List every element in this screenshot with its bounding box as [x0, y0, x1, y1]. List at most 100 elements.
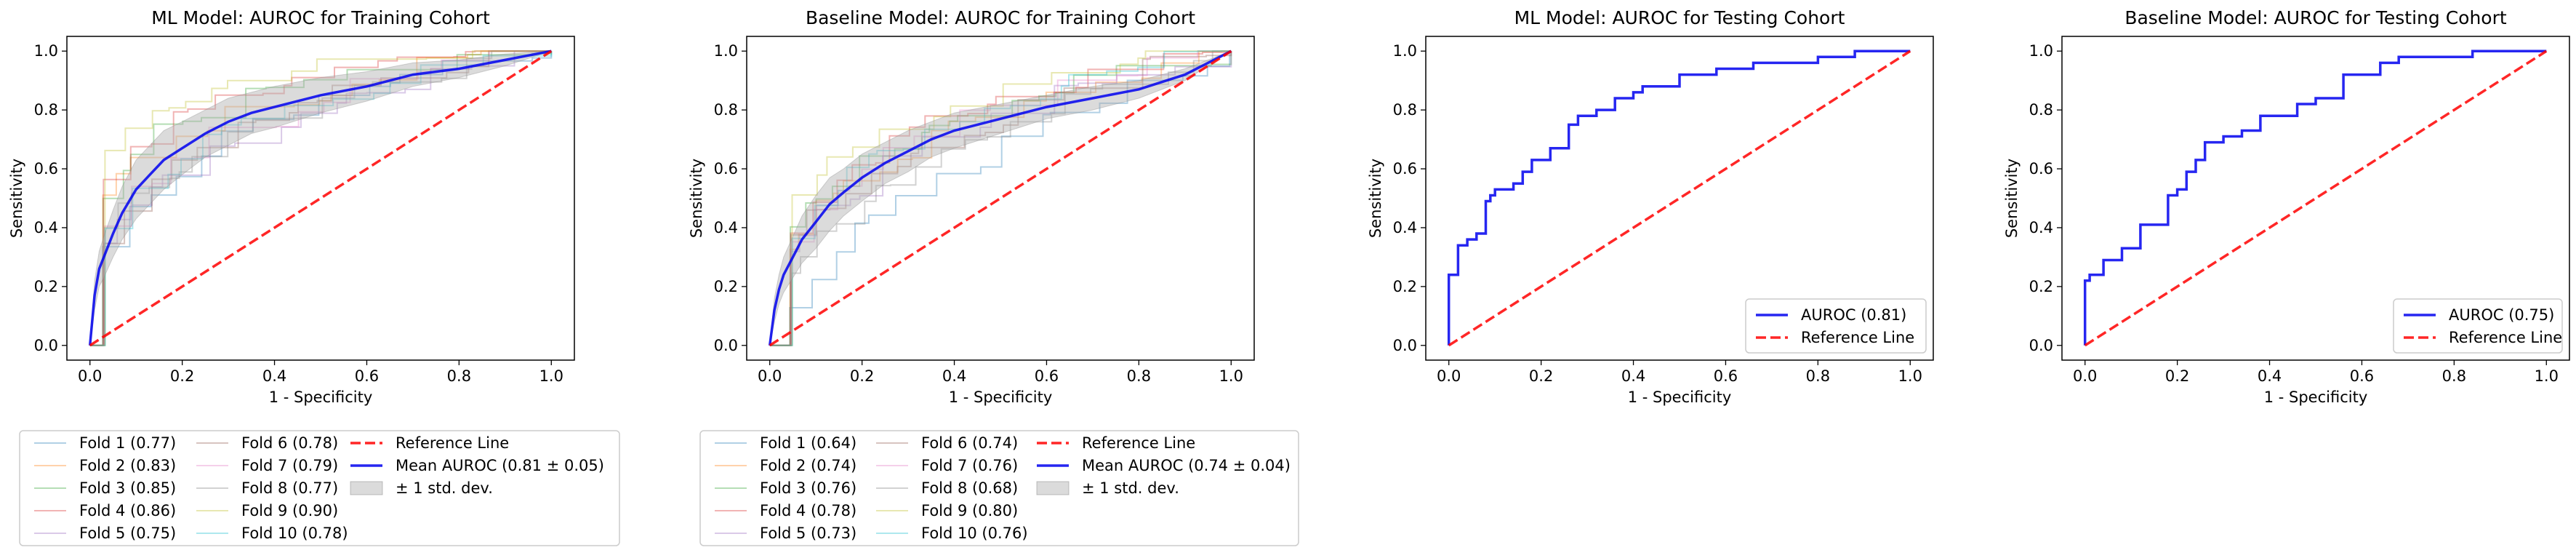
y-tick-label: 0.2 — [1393, 278, 1417, 295]
y-tick-label: 0.0 — [1393, 337, 1417, 354]
legend-fold-6-label: Fold 6 (0.78) — [241, 434, 338, 452]
reference-line — [89, 49, 553, 347]
x-tick-label: 0.2 — [850, 367, 874, 385]
x-tick-label: 0.6 — [355, 367, 379, 385]
legend-std-dev-label: ± 1 std. dev. — [396, 479, 493, 497]
axes-frame — [66, 36, 575, 361]
legend-frame — [2393, 298, 2563, 354]
reference-line — [1448, 49, 1911, 347]
legend: Fold 1 (0.77) Fold 2 (0.83) Fold 3 (0.85) F… — [19, 430, 620, 546]
legend-frame — [699, 430, 1299, 546]
fold-5-roc-curve — [89, 50, 552, 346]
x-axis-label: 1 - Specificity — [949, 388, 1053, 406]
y-tick-label: 0.8 — [34, 101, 58, 119]
legend-std-dev-swatch — [1036, 481, 1070, 495]
legend-frame — [1745, 298, 1927, 354]
x-tick-label: 0.4 — [1621, 367, 1645, 385]
legend-fold-1-label: Fold 1 (0.77) — [79, 434, 176, 452]
x-tick-label: 0.2 — [170, 367, 194, 385]
axes-frame — [746, 36, 1255, 361]
legend-fold-4-label: Fold 4 (0.86) — [79, 502, 176, 519]
legend-fold-3-label: Fold 3 (0.85) — [79, 479, 176, 497]
y-tick-label: 0.4 — [2029, 219, 2053, 236]
y-tick-label: 0.8 — [714, 101, 738, 119]
y-axis-label: Sensitivity — [1367, 159, 1384, 238]
y-tick-label: 0.6 — [34, 160, 58, 178]
x-tick-label: 0.8 — [2442, 367, 2466, 385]
legend-fold-8-label: Fold 8 (0.77) — [241, 479, 338, 497]
x-tick-label: 1.0 — [539, 367, 563, 385]
mean-roc-curve — [88, 49, 552, 346]
x-tick-label: 1.0 — [1898, 367, 1922, 385]
plot-area — [88, 49, 553, 347]
legend-frame — [19, 430, 620, 546]
fold-9-roc-curve — [89, 50, 552, 346]
legend-reference-line-label: Reference Line — [1801, 329, 1914, 346]
chart-panel-4: Baseline Model: AUROC for Testing Cohort… — [2003, 7, 2570, 406]
plot-area — [768, 49, 1232, 347]
y-tick-label: 0.6 — [714, 160, 738, 178]
fold-2-roc-curve — [89, 50, 552, 346]
test-roc-curve — [2083, 49, 2547, 346]
y-tick-label: 0.2 — [714, 278, 738, 295]
fold-2-roc-curve — [769, 50, 1232, 346]
legend-auroc-label: AUROC (0.75) — [2449, 306, 2554, 324]
chart-panel-2: Baseline Model: AUROC for Training Cohor… — [688, 7, 1299, 546]
y-tick-label: 0.4 — [34, 219, 58, 236]
y-tick-label: 1.0 — [714, 42, 738, 60]
y-tick-label: 0.2 — [2029, 278, 2053, 295]
reference-line — [2084, 49, 2548, 347]
legend-fold-7-label: Fold 7 (0.79) — [241, 457, 338, 474]
x-tick-label: 0.6 — [2350, 367, 2374, 385]
fold-4-roc-curve — [769, 51, 1232, 346]
x-tick-label: 0.4 — [262, 367, 286, 385]
y-tick-label: 0.2 — [34, 278, 58, 295]
reference-line — [769, 49, 1232, 347]
x-tick-label: 1.0 — [2535, 367, 2559, 385]
legend-mean-auroc-label: Mean AUROC (0.81 ± 0.05) — [396, 457, 604, 474]
fold-6-roc-curve — [89, 50, 552, 346]
legend-fold-9-label: Fold 9 (0.90) — [241, 502, 338, 519]
legend-fold-7-label: Fold 7 (0.76) — [921, 457, 1018, 474]
legend: Fold 1 (0.64) Fold 2 (0.74) Fold 3 (0.76) F… — [699, 430, 1299, 546]
legend-fold-10-label: Fold 10 (0.78) — [241, 525, 348, 542]
legend-fold-5-label: Fold 5 (0.73) — [760, 525, 856, 542]
axes-frame — [1425, 36, 1934, 361]
legend-fold-2-label: Fold 2 (0.74) — [760, 457, 856, 474]
legend-fold-1-label: Fold 1 (0.64) — [760, 434, 856, 452]
y-tick-label: 0.0 — [714, 337, 738, 354]
y-tick-label: 0.8 — [2029, 101, 2053, 119]
y-tick-label: 0.0 — [34, 337, 58, 354]
y-axis-label: Sensitivity — [2003, 159, 2021, 238]
fold-5-roc-curve — [769, 51, 1232, 346]
fold-9-roc-curve — [769, 50, 1232, 346]
y-tick-label: 0.4 — [1393, 219, 1417, 236]
chart-title: Baseline Model: AUROC for Testing Cohort — [2124, 7, 2507, 28]
x-tick-label: 0.0 — [758, 367, 782, 385]
chart-panel-3: ML Model: AUROC for Testing Cohort 0.0 0.2… — [1367, 7, 1934, 406]
legend-fold-8-label: Fold 8 (0.68) — [921, 479, 1018, 497]
legend: AUROC (0.81) Reference Line — [1745, 298, 1927, 354]
y-axis-label: Sensitivity — [688, 159, 705, 238]
x-axis-label: 1 - Specificity — [1628, 388, 1732, 406]
y-axis-label: Sensitivity — [8, 159, 25, 238]
x-tick-label: 0.2 — [1529, 367, 1553, 385]
fold-4-roc-curve — [89, 50, 552, 346]
y-tick-label: 1.0 — [1393, 42, 1417, 60]
x-tick-label: 0.4 — [2258, 367, 2282, 385]
y-tick-label: 0.8 — [1393, 101, 1417, 119]
fold-3-roc-curve — [89, 51, 553, 346]
plot-area — [1447, 49, 1911, 347]
axes-frame — [2061, 36, 2570, 361]
x-tick-label: 0.8 — [1127, 367, 1151, 385]
test-roc-curve — [1447, 49, 1911, 346]
x-tick-label: 0.0 — [1437, 367, 1461, 385]
chart-title: ML Model: AUROC for Training Cohort — [151, 7, 490, 28]
legend-mean-auroc-label: Mean AUROC (0.74 ± 0.04) — [1082, 457, 1291, 474]
fold-10-roc-curve — [769, 50, 1232, 346]
x-axis-label: 1 - Specificity — [2264, 388, 2368, 406]
legend-fold-10-label: Fold 10 (0.76) — [921, 525, 1028, 542]
legend-fold-9-label: Fold 9 (0.80) — [921, 502, 1018, 519]
fold-6-roc-curve — [769, 51, 1232, 346]
